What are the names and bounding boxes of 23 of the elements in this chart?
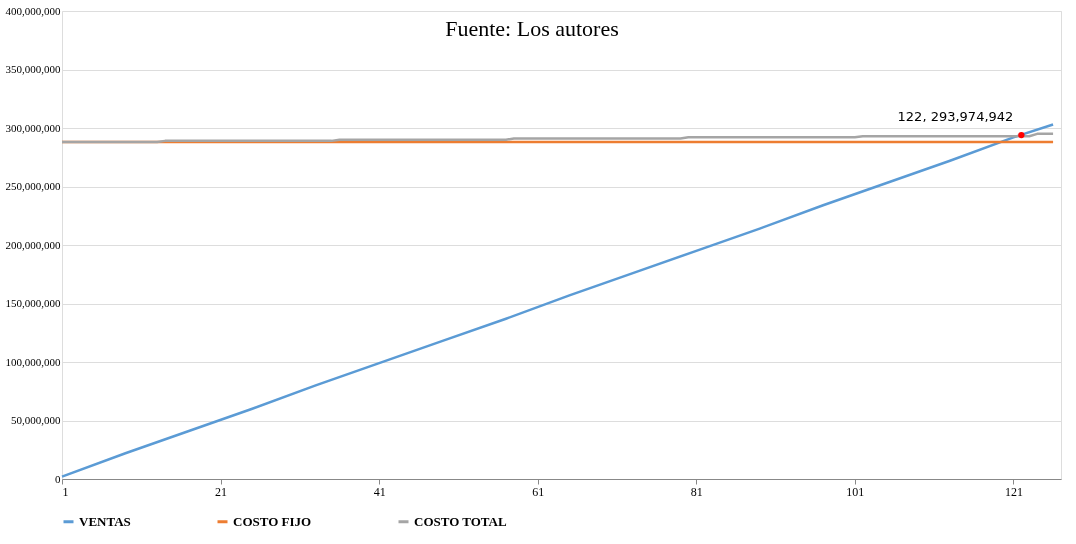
x-tick-label: 81 bbox=[690, 484, 703, 499]
y-tick-label: 350,000,000 bbox=[5, 63, 61, 75]
y-tick-label: 50,000,000 bbox=[11, 414, 61, 426]
legend-label: COSTO FIJO bbox=[233, 513, 312, 529]
y-tick-label: 0 bbox=[55, 472, 61, 485]
line-series bbox=[60, 123, 1055, 478]
x-tick-label: 61 bbox=[532, 484, 545, 499]
x-tick-label: 41 bbox=[373, 484, 386, 499]
x-tick-label: 101 bbox=[846, 484, 865, 499]
y-tick-label: 400,000,000 bbox=[5, 4, 61, 17]
y-tick-label: 100,000,000 bbox=[5, 355, 61, 368]
y-tick-label: 200,000,000 bbox=[5, 238, 61, 251]
y-tick-label: 250,000,000 bbox=[5, 180, 61, 192]
y-tick-label: 300,000,000 bbox=[5, 121, 61, 134]
y-tick-label: 150,000,000 bbox=[5, 297, 61, 309]
x-tick-label: 21 bbox=[215, 484, 228, 499]
annotation: 122, 293,974,942 bbox=[897, 109, 1014, 125]
line-series bbox=[60, 132, 1055, 144]
x-tick-label: 1 bbox=[62, 484, 69, 499]
x-tick-label: 121 bbox=[1004, 484, 1023, 499]
annotation: Fuente: Los autores bbox=[445, 16, 619, 41]
legend-label: COSTO TOTAL bbox=[414, 513, 507, 529]
legend-label: VENTAS bbox=[79, 513, 131, 529]
